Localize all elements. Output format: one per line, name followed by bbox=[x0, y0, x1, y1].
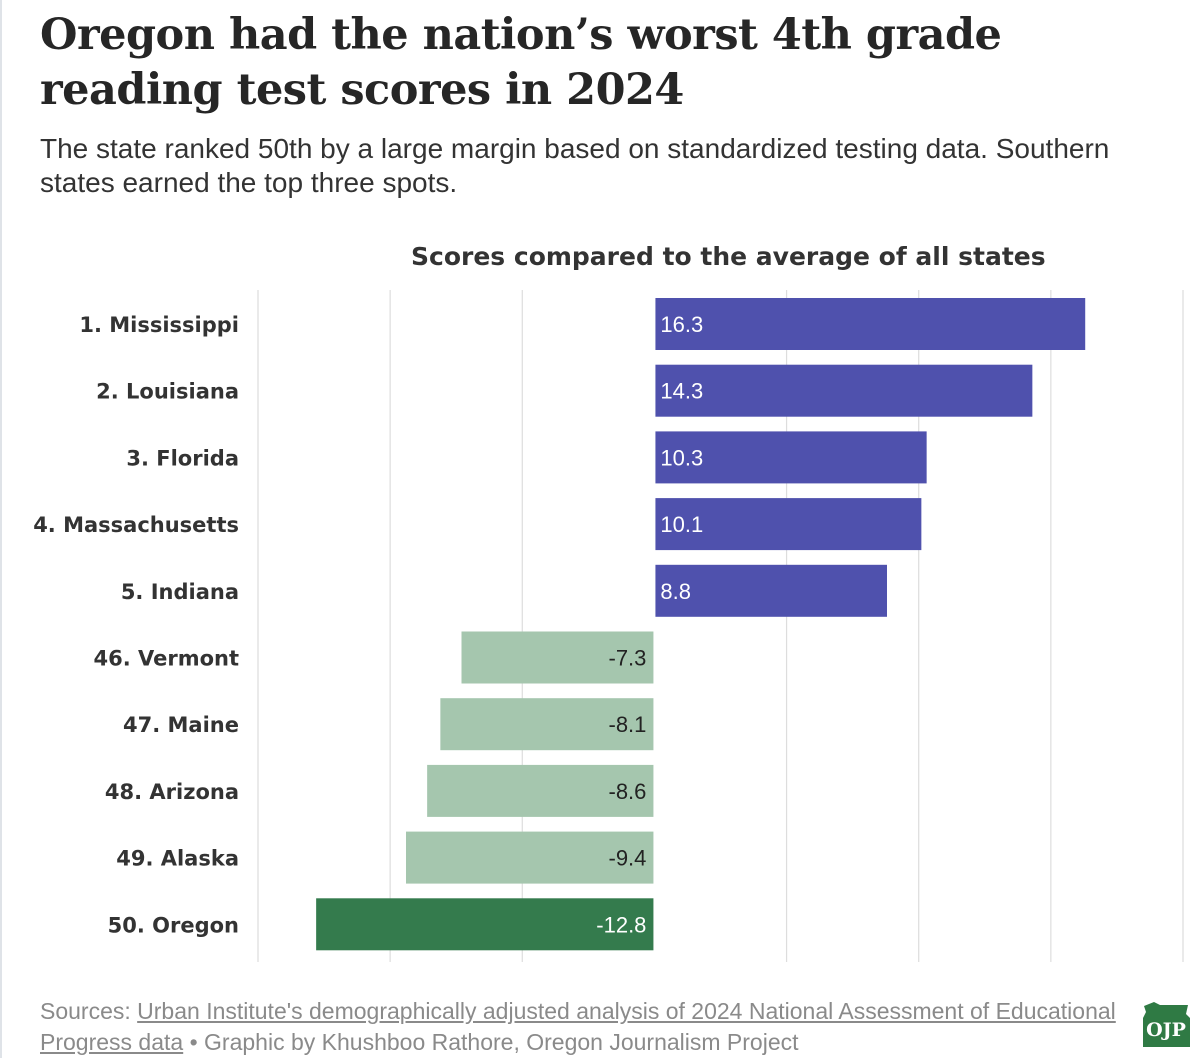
bar bbox=[654, 298, 1086, 350]
value-label: -12.8 bbox=[596, 912, 646, 937]
left-border bbox=[0, 0, 2, 1058]
value-label: -9.4 bbox=[609, 846, 647, 871]
bar bbox=[440, 698, 655, 751]
oregon-state-shape-icon bbox=[1143, 1002, 1190, 1047]
value-label: 10.3 bbox=[660, 445, 703, 470]
bar bbox=[316, 898, 655, 951]
category-label: 4. Massachusetts bbox=[33, 513, 239, 537]
bar bbox=[427, 764, 655, 817]
sources-prefix: Sources: bbox=[40, 998, 131, 1024]
category-label: 49. Alaska bbox=[116, 847, 239, 871]
category-label: 3. Florida bbox=[126, 446, 239, 470]
bar bbox=[654, 498, 922, 551]
credit-text: • Graphic by Khushboo Rathore, Oregon Jo… bbox=[189, 1029, 799, 1055]
category-label: 5. Indiana bbox=[121, 580, 239, 604]
category-label: 47. Maine bbox=[123, 713, 239, 737]
page-title: Oregon had the nation’s worst 4th grade … bbox=[40, 10, 1002, 115]
logo-text: OJP bbox=[1146, 1019, 1186, 1041]
sources-link[interactable]: Urban Institute's demographically adjust… bbox=[40, 998, 1116, 1055]
sources-note: Sources: Urban Institute's demographical… bbox=[40, 996, 1130, 1058]
bar bbox=[406, 831, 655, 884]
ojp-logo: OJP bbox=[1143, 1002, 1190, 1047]
category-label: 2. Louisiana bbox=[96, 380, 239, 404]
chart-title: Scores compared to the average of all st… bbox=[411, 242, 1046, 271]
bar bbox=[654, 564, 887, 617]
category-label: 1. Mississippi bbox=[79, 313, 239, 337]
bar bbox=[461, 631, 655, 684]
value-label: 8.8 bbox=[660, 579, 691, 604]
value-label: 10.1 bbox=[660, 512, 703, 537]
bar bbox=[654, 364, 1033, 417]
value-label: 14.3 bbox=[660, 379, 703, 404]
value-label: 16.3 bbox=[660, 312, 703, 337]
value-label: -8.1 bbox=[609, 712, 647, 737]
value-label: -7.3 bbox=[609, 646, 647, 671]
category-label: 48. Arizona bbox=[105, 780, 239, 804]
category-label: 50. Oregon bbox=[108, 913, 239, 937]
bar bbox=[654, 431, 927, 484]
category-label: 46. Vermont bbox=[93, 647, 239, 671]
value-label: -8.6 bbox=[609, 779, 647, 804]
page-subtitle: The state ranked 50th by a large margin … bbox=[40, 133, 1110, 198]
bar-chart: 1. Mississippi 16.3 2. Louisiana 14.3 3. Flo… bbox=[33, 290, 1184, 962]
